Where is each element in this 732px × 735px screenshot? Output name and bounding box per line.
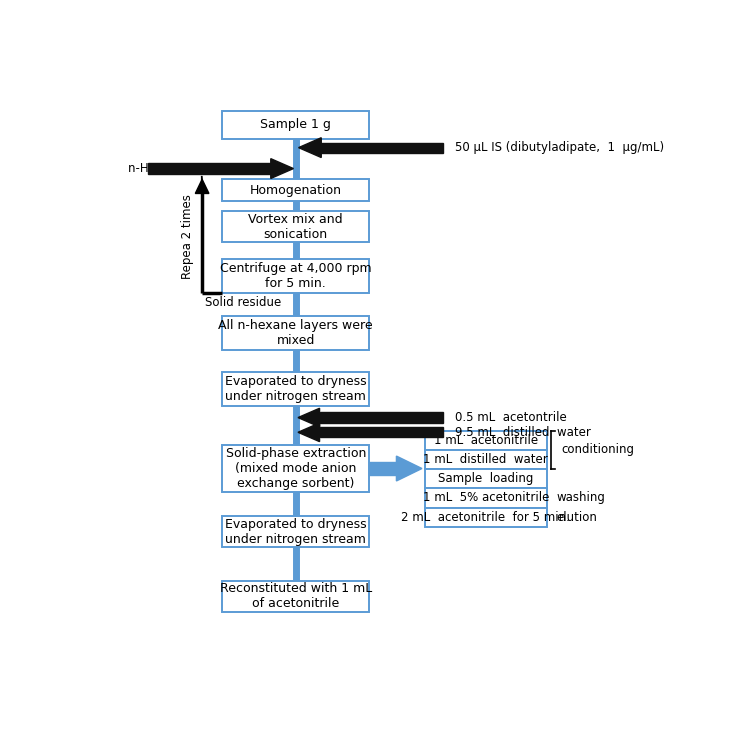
Polygon shape (397, 456, 422, 481)
Text: Reconstituted with 1 mL
of acetonitrile: Reconstituted with 1 mL of acetonitrile (220, 582, 372, 611)
Text: Homogenation: Homogenation (250, 184, 342, 196)
Bar (222, 259, 370, 293)
Text: 2 mL  acetonitrile  for 5 min.: 2 mL acetonitrile for 5 min. (401, 511, 570, 524)
Bar (321, 143, 444, 153)
Polygon shape (195, 179, 209, 193)
Bar (222, 211, 370, 243)
Text: Solid residue: Solid residue (205, 296, 281, 309)
Bar (222, 111, 370, 139)
Bar (320, 412, 444, 423)
Polygon shape (298, 408, 320, 427)
Bar (222, 316, 370, 350)
Bar (222, 581, 370, 612)
Polygon shape (271, 159, 294, 179)
Bar (148, 163, 271, 173)
Text: 1 mL  distilled  water: 1 mL distilled water (423, 453, 548, 466)
Text: Vortex mix and
sonication: Vortex mix and sonication (248, 213, 343, 241)
Bar (425, 431, 547, 450)
Text: All n-hexane layers were
mixed: All n-hexane layers were mixed (218, 319, 373, 347)
Text: conditioning: conditioning (561, 442, 634, 456)
Bar (425, 469, 547, 488)
Text: Sample 1 g: Sample 1 g (261, 118, 331, 132)
Text: 50 μL IS (dibutyladipate,  1  μg/mL): 50 μL IS (dibutyladipate, 1 μg/mL) (455, 141, 664, 154)
Bar (370, 462, 397, 475)
Polygon shape (298, 423, 320, 442)
Bar (222, 445, 370, 492)
Text: Evaporated to dryness
under nitrogen stream: Evaporated to dryness under nitrogen str… (225, 518, 367, 546)
Text: 9.5 mL  distilled  water: 9.5 mL distilled water (455, 426, 591, 439)
Text: Sample  loading: Sample loading (438, 472, 534, 485)
Polygon shape (299, 137, 321, 157)
Text: Centrifuge at 4,000 rpm
for 5 min.: Centrifuge at 4,000 rpm for 5 min. (220, 262, 372, 290)
Bar (222, 517, 370, 548)
Text: elution: elution (557, 511, 597, 524)
Bar (222, 179, 370, 201)
Text: 1 mL  5% acetonitrile: 1 mL 5% acetonitrile (422, 492, 549, 504)
Bar (425, 488, 547, 508)
Bar (320, 427, 444, 437)
Text: 0.5 mL  acetontrile: 0.5 mL acetontrile (455, 411, 567, 424)
Text: Repea 2 times: Repea 2 times (182, 194, 195, 279)
Text: 1 mL  acetonitrile: 1 mL acetonitrile (434, 434, 538, 447)
Bar (425, 450, 547, 469)
Text: Solid-phase extraction
(mixed mode anion
exchange sorbent): Solid-phase extraction (mixed mode anion… (225, 447, 366, 490)
Text: washing: washing (557, 492, 605, 504)
Bar (425, 508, 547, 527)
Text: Evaporated to dryness
under nitrogen stream: Evaporated to dryness under nitrogen str… (225, 376, 367, 404)
Bar (222, 373, 370, 406)
Text: n-Hexane  2 mL: n-Hexane 2 mL (128, 162, 222, 175)
